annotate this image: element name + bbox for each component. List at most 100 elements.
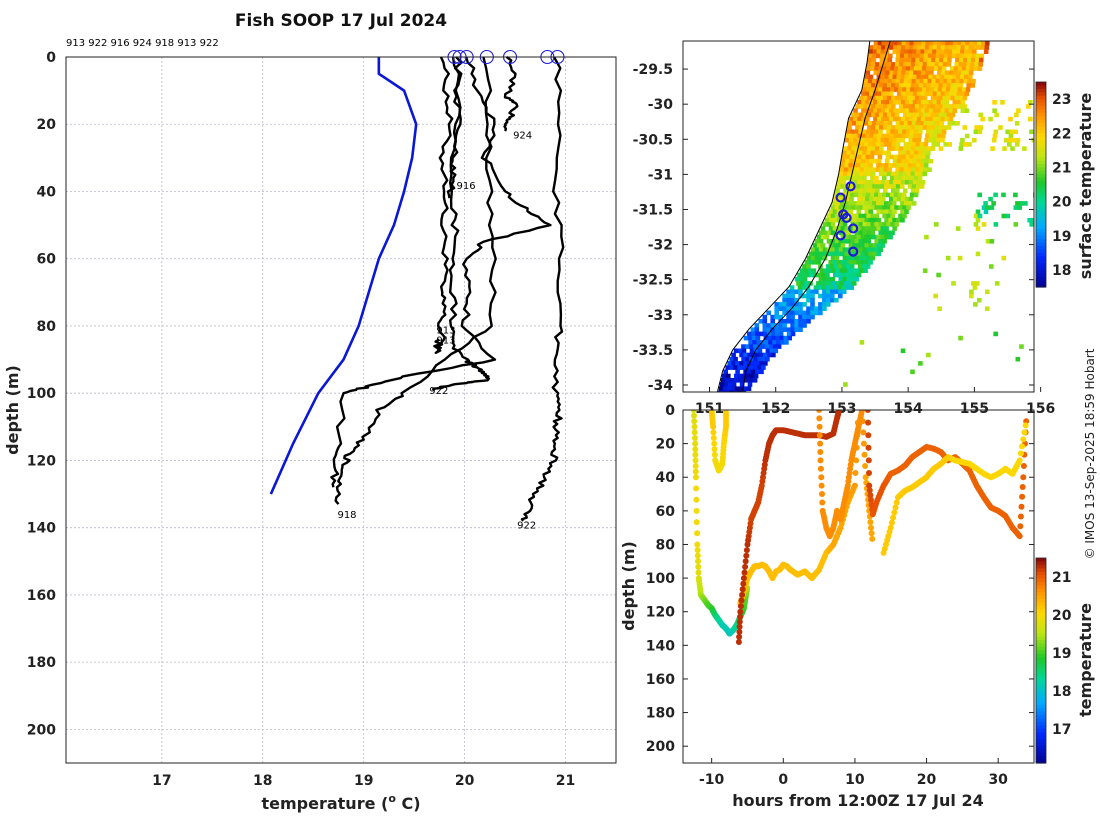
- sst-pixel: [952, 45, 958, 50]
- sst-pixel: [911, 53, 917, 59]
- section-point: [817, 465, 824, 472]
- sst-pixel: [881, 70, 886, 76]
- sst-pixel: [786, 289, 791, 295]
- sst-pixel: [868, 163, 873, 168]
- sst-pixel: [959, 142, 964, 147]
- profile-y-tick-label: 160: [27, 588, 56, 604]
- map-colorbar-segment: [1036, 153, 1046, 158]
- sst-pixel: [871, 142, 877, 147]
- sst-pixel: [822, 306, 827, 311]
- section-point: [693, 507, 700, 514]
- sst-pixel: [764, 340, 769, 345]
- sst-pixel: [889, 70, 894, 76]
- sst-pixel: [992, 108, 997, 113]
- section-colorbar-tick-label: 18: [1052, 684, 1071, 700]
- sst-pixel: [912, 116, 918, 122]
- sst-pixel: [882, 239, 887, 244]
- sst-pixel: [822, 293, 827, 299]
- map-colorbar-segment: [1036, 82, 1046, 87]
- sst-pixel: [849, 158, 854, 164]
- sst-pixel: [967, 53, 973, 59]
- sst-pixel: [969, 66, 975, 71]
- sst-pixel: [820, 226, 826, 231]
- sst-pixel: [885, 180, 890, 185]
- sst-pixel: [914, 171, 920, 177]
- sst-pixel: [919, 142, 925, 147]
- sst-pixel: [910, 62, 916, 67]
- sst-pixel: [973, 302, 978, 307]
- sst-pixel: [903, 57, 908, 63]
- sst-pixel: [964, 74, 969, 80]
- sst-pixel: [766, 323, 771, 328]
- sst-pixel: [760, 340, 765, 345]
- sst-pixel: [924, 158, 930, 164]
- sst-pixel: [810, 302, 815, 307]
- sst-pixel: [894, 62, 900, 67]
- sst-pixel: [940, 100, 946, 105]
- sst-pixel: [902, 95, 908, 101]
- sst-pixel: [896, 163, 901, 168]
- sst-pixel: [902, 146, 908, 151]
- sst-pixel: [906, 87, 911, 92]
- sst-pixel: [960, 100, 966, 105]
- sst-pixel: [856, 201, 861, 206]
- sst-pixel: [898, 83, 904, 88]
- sst-pixel: [830, 239, 836, 244]
- section-point: [691, 423, 698, 430]
- sst-pixel: [881, 91, 886, 97]
- sst-pixel: [880, 226, 885, 231]
- sst-pixel: [957, 255, 963, 261]
- sst-pixel: [774, 306, 779, 311]
- sst-pixel: [887, 146, 892, 151]
- sst-pixel: [865, 91, 870, 97]
- map-y-tick-label: -34: [648, 378, 674, 394]
- sst-pixel: [902, 171, 908, 177]
- sst-pixel: [766, 310, 771, 316]
- section-point: [1019, 484, 1026, 490]
- sst-pixel: [874, 213, 879, 219]
- section-point: [816, 423, 823, 430]
- sst-pixel: [835, 188, 840, 193]
- sst-pixel: [932, 108, 938, 113]
- sst-pixel: [851, 281, 857, 286]
- section-colorbar-frame: [1035, 557, 1047, 764]
- sst-pixel: [858, 129, 863, 135]
- sst-pixel: [762, 331, 768, 337]
- sst-pixel: [772, 340, 777, 345]
- sst-pixel: [824, 217, 830, 223]
- sst-pixel: [900, 163, 905, 168]
- sst-pixel: [829, 285, 835, 290]
- sst-pixel: [866, 150, 871, 156]
- sst-pixel: [846, 150, 852, 156]
- sst-pixel: [838, 175, 843, 181]
- sst-pixel: [853, 133, 859, 139]
- sst-pixel: [887, 78, 893, 84]
- sst-pixel: [853, 116, 858, 122]
- sst-pixel: [858, 213, 864, 219]
- sst-pixel: [822, 289, 827, 295]
- sst-pixel: [804, 281, 809, 286]
- sst-pixel: [960, 49, 965, 54]
- sst-pixel: [797, 285, 803, 290]
- sst-pixel: [816, 281, 821, 286]
- sst-pixel: [919, 57, 924, 63]
- sst-pixel: [958, 146, 964, 151]
- sst-pixel: [854, 255, 860, 261]
- sst-pixel: [751, 361, 756, 366]
- sst-pixel: [861, 100, 866, 105]
- sst-pixel: [869, 45, 874, 50]
- sst-pixel: [902, 83, 908, 88]
- section-point: [738, 597, 745, 604]
- sst-pixel: [741, 365, 746, 370]
- sst-pixel: [854, 129, 859, 135]
- sst-pixel: [808, 260, 814, 265]
- sst-pixel: [981, 205, 987, 210]
- sst-pixel: [856, 137, 862, 143]
- sst-pixel: [968, 49, 973, 54]
- section-point: [1017, 513, 1024, 520]
- profile-x-tick-label: 18: [253, 773, 272, 789]
- sst-pixel: [890, 222, 895, 227]
- sst-pixel: [899, 184, 905, 189]
- sst-pixel: [895, 57, 901, 63]
- sst-pixel: [895, 167, 900, 172]
